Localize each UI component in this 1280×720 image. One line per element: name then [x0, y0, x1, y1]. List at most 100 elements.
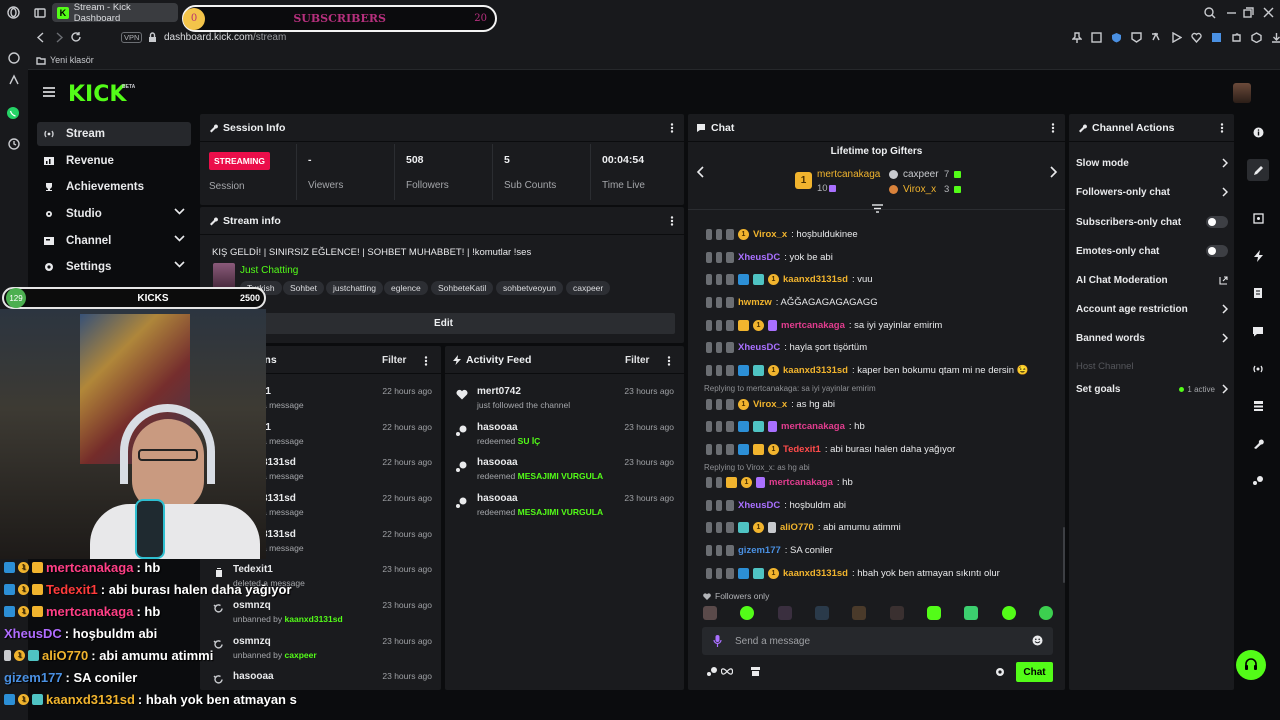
chat-message[interactable]: hwmzw: AĞĞAGAGAGAGAGG — [706, 295, 878, 309]
extensions-icon[interactable] — [1211, 32, 1222, 43]
forward-icon[interactable] — [54, 32, 64, 43]
chevron-down-icon[interactable] — [174, 261, 185, 268]
microphone-icon[interactable] — [713, 635, 722, 647]
more-options-icon[interactable] — [667, 356, 671, 366]
chat-message[interactable]: 1 aliO770: abi amumu atimmi — [706, 520, 901, 534]
action-slow-mode[interactable]: Slow mode — [1076, 155, 1228, 171]
emote-icon[interactable] — [1001, 606, 1016, 620]
chevron-down-icon[interactable] — [174, 208, 185, 215]
emote-icon[interactable] — [889, 606, 904, 620]
gear-icon[interactable] — [995, 667, 1005, 677]
action-set-goals[interactable]: Set goals 1 active — [1076, 381, 1228, 397]
emote-icon[interactable] — [740, 606, 755, 620]
bookmark-folder[interactable]: Yeni klasör — [36, 55, 94, 65]
top-gifter-1[interactable]: mertcanakaga — [817, 169, 881, 180]
sidebar-item-settings[interactable]: Settings — [37, 255, 191, 279]
chat-message[interactable]: 1 kaanxd3131sd: vuu — [706, 272, 873, 286]
emote-icon[interactable] — [926, 606, 941, 620]
support-icon[interactable] — [1236, 650, 1266, 680]
mod-actions-filter[interactable]: Filter — [382, 355, 407, 366]
wrench-icon[interactable] — [1247, 432, 1269, 454]
heart-icon[interactable] — [1191, 32, 1202, 43]
kick-logo[interactable]: KICK — [68, 82, 127, 107]
chat-message[interactable]: XheusDC: hayla şort tişörtüm — [706, 340, 867, 354]
toggle-emotes-only[interactable] — [1206, 245, 1228, 257]
notes-icon[interactable] — [1247, 282, 1269, 304]
action-subscribers-only[interactable]: Subscribers-only chat — [1076, 214, 1228, 230]
emote-icon[interactable] — [814, 606, 829, 620]
cube-icon[interactable] — [1251, 32, 1262, 43]
edit-pencil-icon[interactable] — [1247, 159, 1269, 181]
focus-icon[interactable] — [1247, 207, 1269, 229]
restore-icon[interactable] — [1243, 7, 1254, 18]
downloads-icon[interactable] — [1271, 32, 1280, 43]
sidebar-item-revenue[interactable]: Revenue — [37, 149, 191, 173]
emote-icon[interactable] — [964, 606, 979, 620]
minimize-icon[interactable] — [1226, 7, 1237, 18]
emoji-icon[interactable] — [1032, 635, 1043, 646]
avatar[interactable] — [1233, 83, 1251, 103]
broadcast-icon[interactable] — [1247, 358, 1269, 380]
chat-message[interactable]: mertcanakaga: hb — [706, 419, 865, 433]
action-emotes-only[interactable]: Emotes-only chat — [1076, 243, 1228, 259]
more-options-icon[interactable] — [1051, 123, 1055, 133]
close-window-icon[interactable] — [1263, 7, 1274, 18]
chat-scrollbar[interactable] — [1063, 527, 1065, 583]
channel-points-icon[interactable] — [1247, 469, 1269, 491]
chat-message[interactable]: XheusDC: yok be abi — [706, 250, 833, 264]
toggle-subscribers-only[interactable] — [1206, 216, 1228, 228]
category-name[interactable]: Just Chatting — [240, 265, 299, 276]
lightning-icon[interactable] — [1247, 245, 1269, 267]
sidebar-item-achievements[interactable]: Achievements — [37, 175, 191, 199]
chat-message[interactable]: 1 Virox_x: as hg abi — [706, 397, 835, 411]
chat-message[interactable]: XheusDC: hoşbuldm abi — [706, 498, 846, 512]
whatsapp-icon[interactable] — [6, 106, 20, 120]
download-ext-icon[interactable] — [1131, 32, 1142, 43]
chevron-right-icon[interactable] — [1050, 166, 1058, 178]
more-options-icon[interactable] — [424, 356, 428, 366]
pinned-filter-icon[interactable] — [872, 204, 883, 213]
more-options-icon[interactable] — [670, 216, 674, 226]
edit-button[interactable]: Edit — [212, 313, 675, 334]
chevron-down-icon[interactable] — [174, 235, 185, 242]
layout-icon[interactable] — [1247, 395, 1269, 417]
reload-icon[interactable] — [70, 31, 82, 43]
store-icon[interactable] — [750, 666, 761, 677]
emote-icon[interactable] — [777, 606, 792, 620]
info-icon[interactable] — [1247, 121, 1269, 143]
chat-message[interactable]: 1 mertcanakaga: hb — [706, 475, 853, 489]
history-icon[interactable] — [8, 138, 20, 150]
puzzle-icon[interactable] — [1231, 32, 1242, 43]
chat-input[interactable]: Send a message — [702, 627, 1053, 655]
translate-icon[interactable] — [1151, 32, 1162, 43]
more-options-icon[interactable] — [1220, 123, 1224, 133]
emote-icon[interactable] — [852, 606, 867, 620]
opera-logo-icon[interactable] — [7, 6, 20, 19]
action-banned-words[interactable]: Banned words — [1076, 330, 1228, 346]
chat-message[interactable]: 1 kaanxd3131sd: hbah yok ben atmayan sıkı… — [706, 566, 1000, 580]
sidebar-item-channel[interactable]: Channel — [37, 229, 191, 253]
chevron-left-icon[interactable] — [696, 166, 704, 178]
chat-bubble-icon[interactable] — [1247, 320, 1269, 342]
play-icon[interactable] — [1171, 32, 1182, 43]
chat-message[interactable]: 1 Virox_x: hoşbuldukinee — [706, 227, 858, 241]
pin-icon[interactable] — [1072, 32, 1082, 43]
chat-message[interactable]: 1 mertcanakaga: sa iyi yayinlar emirim — [706, 318, 942, 332]
chat-message[interactable]: 1 Tedexit1: abi burası halen daha yağıyor — [706, 442, 955, 456]
top-gifter-2[interactable]: caxpeer — [903, 169, 939, 180]
speed-dial-icon[interactable] — [8, 52, 20, 64]
emote-icon[interactable] — [1038, 606, 1053, 620]
action-ai-moderation[interactable]: AI Chat Moderation — [1076, 272, 1228, 288]
snapshot-icon[interactable] — [1091, 32, 1102, 43]
hamburger-menu-icon[interactable] — [43, 87, 55, 97]
chat-message[interactable]: 1 kaanxd3131sd: kaper ben bokumu qtam mi … — [706, 363, 1029, 377]
action-followers-only[interactable]: Followers-only chat — [1076, 184, 1228, 200]
more-options-icon[interactable] — [670, 123, 674, 133]
url-text[interactable]: dashboard.kick.com/stream — [164, 32, 287, 43]
top-gifter-3[interactable]: Virox_x — [903, 184, 937, 195]
action-account-age[interactable]: Account age restriction — [1076, 301, 1228, 317]
emote-icon[interactable] — [703, 606, 717, 620]
send-chat-button[interactable]: Chat — [1016, 662, 1053, 682]
aria-icon[interactable] — [8, 74, 20, 86]
channel-points-icon[interactable] — [706, 666, 718, 677]
